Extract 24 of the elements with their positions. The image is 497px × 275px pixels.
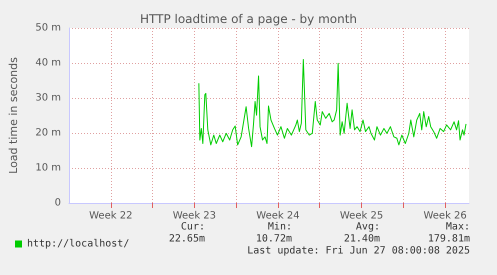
y-tick-label: 40 m (35, 58, 61, 68)
y-tick-label: 50 m (35, 22, 61, 34)
x-tick-label: Week 25 (340, 210, 384, 222)
text: Max: (446, 222, 470, 232)
text: 21.40m (344, 234, 380, 244)
text: 10.72m (256, 234, 292, 244)
chart-title: HTTP loadtime of a page - by month (140, 12, 358, 26)
x-tick-label: Week 26 (423, 210, 467, 222)
legend-label: http://localhost/ (27, 238, 130, 250)
line-series (198, 59, 467, 148)
text: Min: (268, 222, 292, 232)
y-tick-label: 20 m (35, 128, 61, 138)
y-axis-title: Load time in seconds (7, 56, 20, 174)
text: 179.81m (428, 234, 470, 244)
x-tick-label: Week 23 (172, 210, 216, 222)
x-tick-label: Week 22 (89, 210, 132, 222)
y-tick-label: 10 m (35, 162, 61, 174)
text: Last update: Fri Jun 27 08:00:08 2025 (247, 246, 470, 256)
y-tick-label: 0 (54, 198, 61, 208)
text: 22.65m (168, 234, 205, 244)
y-tick-label: 30 m (35, 92, 61, 104)
text: Cur: (180, 222, 205, 232)
x-tick-label: Week 24 (256, 210, 300, 222)
text: Avg: (356, 222, 380, 232)
